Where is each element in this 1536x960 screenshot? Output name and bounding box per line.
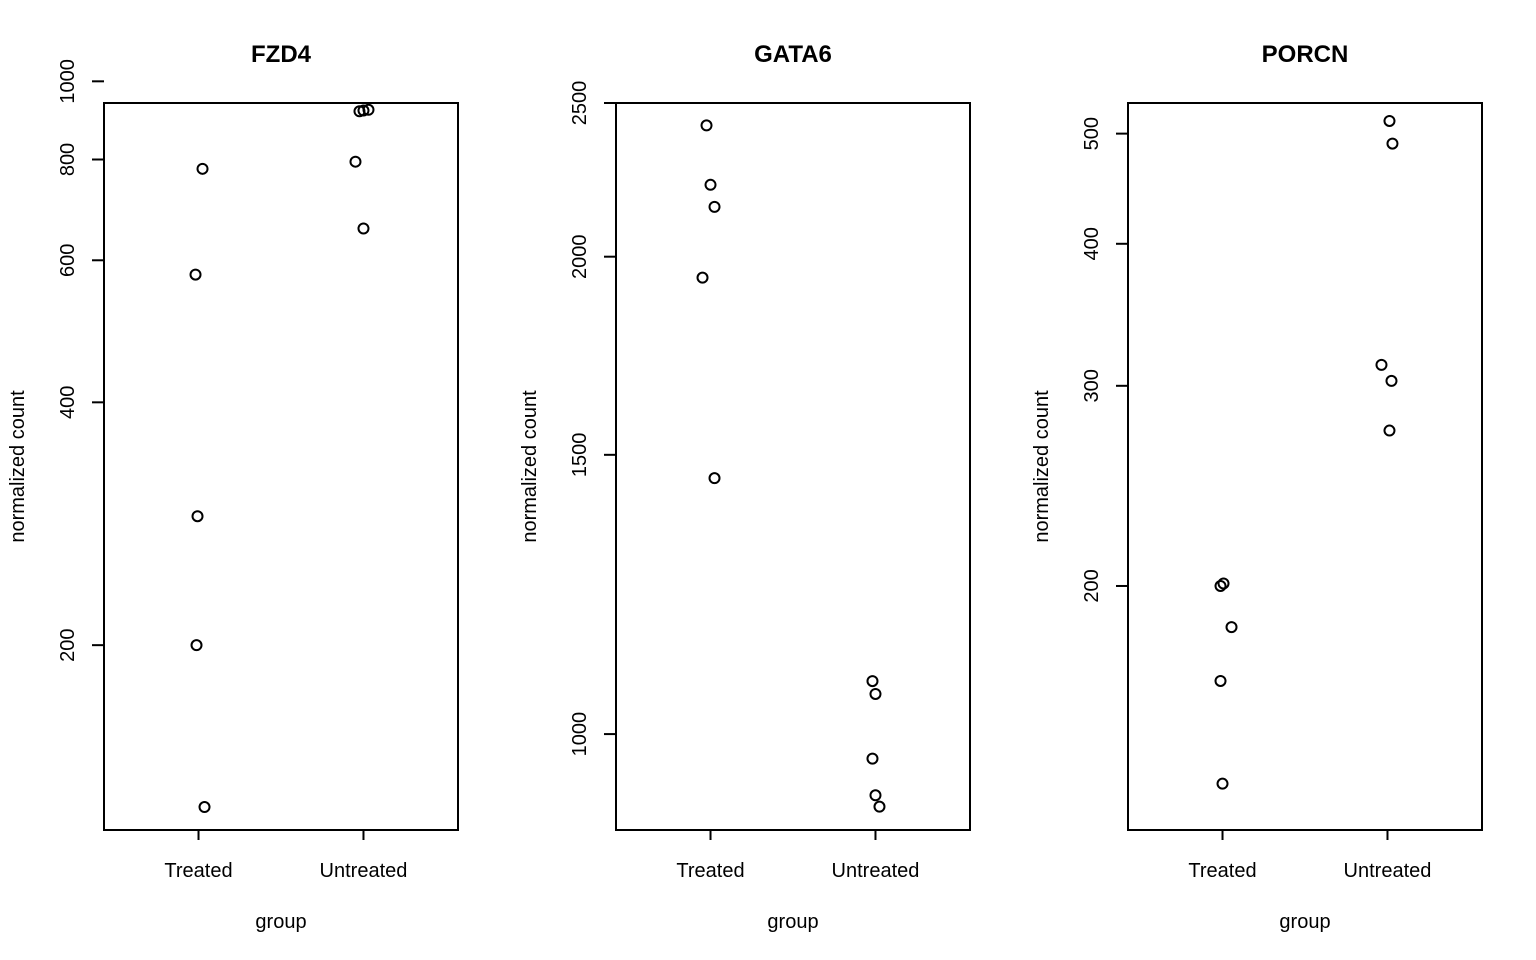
plot-frame [1127, 102, 1483, 831]
x-tick-label: Untreated [832, 860, 920, 882]
data-point [357, 104, 370, 117]
y-tick-label: 200 [1081, 569, 1103, 602]
data-point [869, 789, 882, 802]
y-tick-label: 500 [1081, 117, 1103, 150]
data-point [708, 472, 721, 485]
y-tick-label: 300 [1081, 369, 1103, 402]
data-point [1216, 777, 1229, 790]
data-point [362, 103, 375, 116]
y-tick-label: 400 [57, 386, 79, 419]
data-point [866, 675, 879, 688]
data-point [696, 271, 709, 284]
y-tick-label: 2000 [569, 234, 591, 279]
data-point [357, 222, 370, 235]
data-point [1375, 358, 1388, 371]
data-point [866, 752, 879, 765]
y-tick-label: 2500 [569, 81, 591, 126]
data-point [198, 801, 211, 814]
data-point [1217, 577, 1230, 590]
data-point [1385, 374, 1398, 387]
y-tick-label: 200 [57, 628, 79, 661]
x-axis-label: group [255, 911, 306, 933]
data-point [1383, 114, 1396, 127]
y-tick-label: 800 [57, 143, 79, 176]
data-point [869, 687, 882, 700]
data-point [190, 639, 203, 652]
chart-title: PORCN [1262, 41, 1349, 68]
data-point [1386, 137, 1399, 150]
y-tick-label: 400 [1081, 227, 1103, 260]
y-tick-label: 1000 [57, 59, 79, 104]
y-axis-label: normalized count [519, 390, 541, 543]
x-axis-label: group [1279, 911, 1330, 933]
data-point [1214, 674, 1227, 687]
chart-title: GATA6 [754, 41, 832, 68]
plot-frame [103, 102, 459, 831]
x-tick-label: Treated [676, 860, 744, 882]
x-tick-label: Untreated [320, 860, 408, 882]
data-point [196, 162, 209, 175]
x-tick-label: Untreated [1344, 860, 1432, 882]
y-tick-label: 1000 [569, 712, 591, 757]
panel-gata6: GATA6 Treated Untreated group 1000 1500 2000 25… [519, 41, 971, 933]
y-tick-label: 600 [57, 244, 79, 277]
data-point [704, 178, 717, 191]
data-point [1214, 579, 1227, 592]
data-point [708, 200, 721, 213]
x-axis-label: group [767, 911, 818, 933]
data-point [873, 800, 886, 813]
y-tick-label: 1500 [569, 433, 591, 478]
y-axis-label: normalized count [1031, 390, 1053, 543]
data-point [189, 268, 202, 281]
x-tick-label: Treated [164, 860, 232, 882]
chart-title: FZD4 [251, 41, 312, 68]
data-point [1225, 621, 1238, 634]
plot-frame [615, 102, 971, 831]
x-tick-label: Treated [1188, 860, 1256, 882]
panel-fzd4: FZD4 Treated Untreated group 200 400 600 800 100… [7, 41, 459, 933]
data-point [349, 155, 362, 168]
data-point [191, 510, 204, 523]
y-axis-label: normalized count [7, 390, 29, 543]
data-point [1383, 424, 1396, 437]
data-point [700, 119, 713, 132]
panel-porcn: PORCN Treated Untreated group 200 300 400 500 no… [1031, 41, 1483, 933]
